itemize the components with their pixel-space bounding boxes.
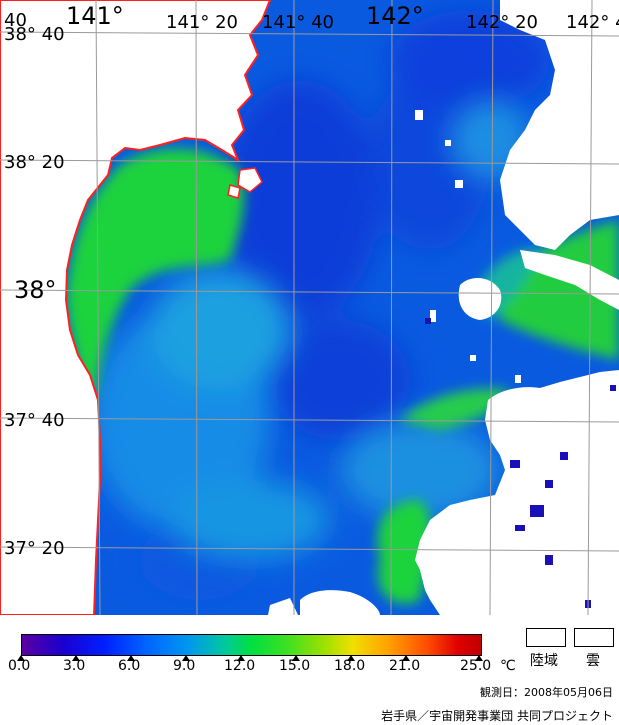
legend-land-label: 陸域 (530, 653, 558, 669)
grid-label-lat-38-20: 38° 20 (4, 152, 65, 173)
scale-tick-label: 18.0 (334, 658, 366, 674)
legend-land-swatch (526, 628, 566, 647)
scale-tick-label: 9.0 (173, 658, 196, 674)
observation-date: 観測日：2008年05月06日 (480, 686, 613, 699)
scale-tick-label: 12.0 (224, 658, 256, 674)
grid-label-lat-37-20: 37° 20 (4, 538, 65, 559)
scale-tick-mark (17, 655, 25, 661)
scale-tick-label: 25.0 (460, 658, 492, 674)
scale-tick-mark (475, 655, 483, 661)
scale-tick-mark (72, 655, 80, 661)
grid-label-corner: 40 (4, 10, 27, 31)
land-islet (227, 184, 241, 199)
temperature-color-scale (21, 634, 482, 656)
scale-tick-label: 15.0 (279, 658, 311, 674)
land-mainland (0, 0, 272, 615)
land-islet (237, 167, 263, 193)
scale-tick-mark (182, 655, 190, 661)
grid-label-lon-142: 142° (366, 2, 424, 30)
sea-surface-temperature-map (0, 0, 619, 615)
scale-tick-label: 21.0 (389, 658, 421, 674)
legend-cloud-swatch (574, 628, 614, 647)
cloud-areas (268, 0, 619, 615)
grid-label-lon-142-20: 142° 20 (466, 12, 538, 33)
scale-tick-mark (347, 655, 355, 661)
grid-label-lon-142-4: 142° 4 (566, 12, 619, 33)
scale-tick-mark (402, 655, 410, 661)
scale-tick-label: 0.0 (8, 658, 31, 674)
scale-tick-mark (127, 655, 135, 661)
grid-label-lon-141-20: 141° 20 (166, 12, 238, 33)
grid-label-lon-141-40: 141° 40 (262, 12, 334, 33)
legend-cloud-label: 雲 (586, 653, 600, 669)
credit-text: 岩手県／宇宙開発事業団 共同プロジェクト (381, 709, 613, 723)
scale-tick-label: 3.0 (63, 658, 86, 674)
graticule (0, 0, 619, 615)
grid-label-lat-37-40: 37° 40 (4, 410, 65, 431)
grid-label-lon-141: 141° (66, 2, 124, 30)
scale-tick-mark (292, 655, 300, 661)
grid-label-lat-38-40: 38° 40 (4, 24, 65, 45)
scale-unit: ℃ (500, 658, 516, 674)
grid-label-lat-38: 38° (14, 276, 57, 304)
scale-tick-label: 6.0 (118, 658, 141, 674)
scale-tick-mark (237, 655, 245, 661)
